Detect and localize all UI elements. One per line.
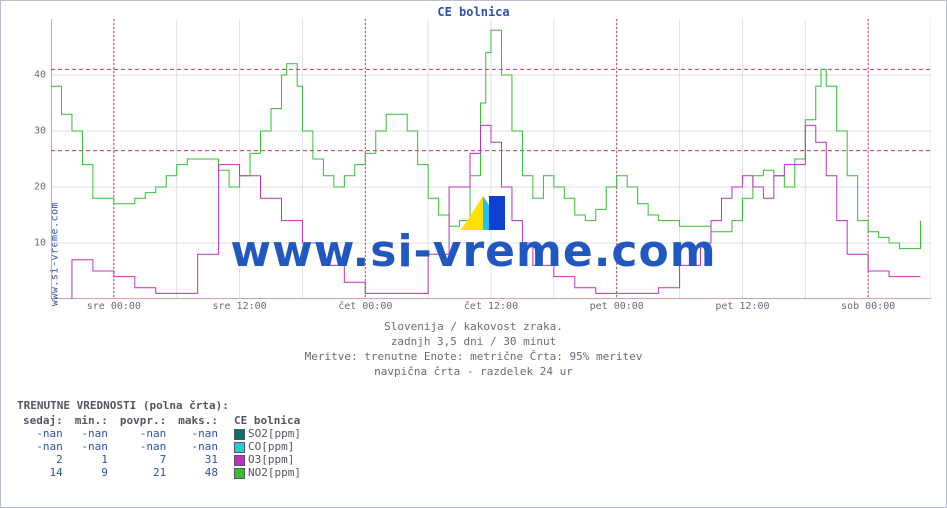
table-row: 1492148 NO2[ppm] <box>17 466 307 479</box>
subtitle-line-1: Slovenija / kakovost zraka. <box>1 319 946 334</box>
x-tick-label: sob 00:00 <box>841 301 895 312</box>
stats-value: 9 <box>69 466 114 479</box>
series-label-cell: NO2[ppm] <box>224 466 307 479</box>
stats-value: -nan <box>114 440 172 453</box>
stats-value: -nan <box>17 440 69 453</box>
stats-value: 48 <box>172 466 224 479</box>
legend-swatch <box>234 442 245 453</box>
stats-value: 31 <box>172 453 224 466</box>
x-tick-label: sre 12:00 <box>212 301 266 312</box>
table-row: -nan-nan-nan-nanSO2[ppm] <box>17 427 307 440</box>
x-axis-ticks: sre 00:00 sre 12:00 čet 00:00 čet 12:00 pet … <box>51 301 931 315</box>
y-tick-label: 10 <box>16 238 46 249</box>
subtitle-line-2: zadnjh 3,5 dni / 30 minut <box>1 334 946 349</box>
stats-station-header: CE bolnica <box>224 414 307 427</box>
table-row: -nan-nan-nan-nanCO[ppm] <box>17 440 307 453</box>
x-tick-label: čet 12:00 <box>464 301 518 312</box>
stats-value: 2 <box>17 453 69 466</box>
stats-value: -nan <box>172 427 224 440</box>
stats-col-header: maks.: <box>172 414 224 427</box>
legend-swatch <box>234 455 245 466</box>
stats-table: sedaj:min.:povpr.:maks.:CE bolnica-nan-n… <box>17 414 307 479</box>
series-label-cell: CO[ppm] <box>224 440 307 453</box>
stats-col-header: min.: <box>69 414 114 427</box>
plot-svg <box>51 19 931 299</box>
stats-table-title: TRENUTNE VREDNOSTI (polna črta): <box>17 399 307 412</box>
watermark-icon <box>461 196 505 230</box>
x-tick-label: pet 00:00 <box>590 301 644 312</box>
stats-value: 14 <box>17 466 69 479</box>
chart-title: CE bolnica <box>1 5 946 19</box>
series-name: O3[ppm] <box>248 453 294 466</box>
stats-value: 21 <box>114 466 172 479</box>
stats-value: -nan <box>114 427 172 440</box>
y-tick-label: 30 <box>16 126 46 137</box>
stats-value: -nan <box>17 427 69 440</box>
x-tick-label: čet 00:00 <box>338 301 392 312</box>
x-tick-label: sre 00:00 <box>87 301 141 312</box>
y-tick-label: 20 <box>16 182 46 193</box>
series-name: NO2[ppm] <box>248 466 301 479</box>
subtitle-line-3: Meritve: trenutne Enote: metrične Črta: … <box>1 349 946 364</box>
stats-table-wrap: TRENUTNE VREDNOSTI (polna črta): sedaj:m… <box>17 399 307 479</box>
series-label-cell: SO2[ppm] <box>224 427 307 440</box>
subtitle-line-4: navpična črta - razdelek 24 ur <box>1 364 946 379</box>
legend-swatch <box>234 468 245 479</box>
series-label-cell: O3[ppm] <box>224 453 307 466</box>
y-tick-label: 40 <box>16 70 46 81</box>
legend-swatch <box>234 429 245 440</box>
stats-value: 7 <box>114 453 172 466</box>
table-row: 21731 O3[ppm] <box>17 453 307 466</box>
stats-col-header: sedaj: <box>17 414 69 427</box>
plot-area <box>51 19 931 299</box>
stats-value: 1 <box>69 453 114 466</box>
x-tick-label: pet 12:00 <box>715 301 769 312</box>
stats-value: -nan <box>172 440 224 453</box>
stats-value: -nan <box>69 427 114 440</box>
chart-container: www.si-vreme.com CE bolnica 10203040 sre… <box>0 0 947 508</box>
series-name: CO[ppm] <box>248 440 294 453</box>
series-name: SO2[ppm] <box>248 427 301 440</box>
stats-col-header: povpr.: <box>114 414 172 427</box>
stats-value: -nan <box>69 440 114 453</box>
